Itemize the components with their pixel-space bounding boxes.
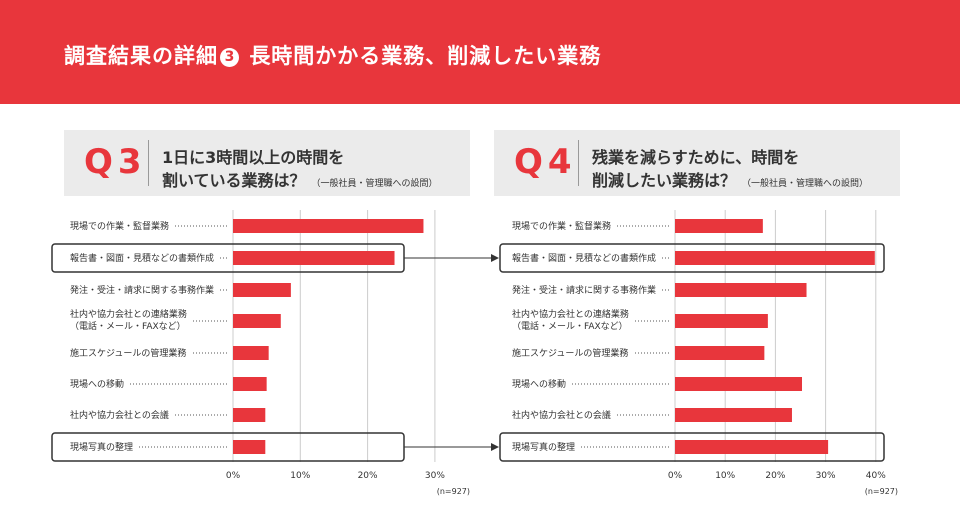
- header-banner: 調査結果の詳細 3 長時間かかる業務、削減したい業務: [0, 0, 960, 104]
- category-label: 発注・受注・請求に関する事務作業: [512, 284, 656, 296]
- category-label: 現場への移動: [70, 378, 124, 390]
- category-label: 社内や協力会社との連絡業務: [70, 308, 187, 320]
- bar: [233, 251, 395, 265]
- question-text: 削減したい業務は？: [592, 171, 737, 190]
- bar: [675, 251, 875, 265]
- question-number: Q3: [84, 142, 147, 182]
- bar: [675, 283, 807, 297]
- category-label: 社内や協力会社との会議: [512, 409, 611, 421]
- category-label: 発注・受注・請求に関する事務作業: [70, 284, 214, 296]
- x-tick-label: 10%: [290, 471, 310, 481]
- question-text-line2: 割いている業務は？ （一般社員・管理職への設問）: [162, 167, 438, 191]
- bar: [233, 283, 291, 297]
- category-label: 施工スケジュールの管理業務: [70, 347, 186, 359]
- question-text: 割いている業務は？: [162, 171, 306, 190]
- category-label: （電話・メール・FAXなど）: [70, 320, 186, 332]
- question-note: （一般社員・管理職への設問）: [742, 179, 869, 189]
- category-label: （電話・メール・FAXなど）: [512, 320, 628, 332]
- title-suffix: 長時間かかる業務、削減したい業務: [249, 44, 602, 68]
- category-label: 現場での作業・監督業務: [512, 220, 611, 232]
- category-label: 現場写真の整理: [70, 441, 133, 453]
- x-tick-label: 30%: [425, 471, 445, 481]
- x-tick-label: 0%: [668, 471, 683, 481]
- x-tick-label: 10%: [715, 471, 735, 481]
- category-label: 報告書・図面・見積などの書類作成: [70, 252, 214, 264]
- bar: [675, 408, 792, 422]
- category-label: 社内や協力会社との会議: [70, 409, 169, 421]
- x-tick-label: 30%: [816, 471, 836, 481]
- divider: [578, 140, 579, 186]
- bar: [675, 440, 829, 454]
- question-panel-q3: Q3 1日に3時間以上の時間を 割いている業務は？ （一般社員・管理職への設問）: [64, 130, 470, 196]
- bar: [233, 219, 424, 233]
- question-panel-q4: Q4 残業を減らすために、時間を 削減したい業務は？ （一般社員・管理職への設問）: [494, 130, 900, 196]
- bar: [675, 346, 765, 360]
- category-label: 現場への移動: [512, 378, 566, 390]
- category-label: 社内や協力会社との連絡業務: [512, 308, 629, 320]
- x-tick-label: 40%: [866, 471, 886, 481]
- question-number: Q4: [514, 142, 577, 182]
- highlight-box: [499, 432, 885, 462]
- category-label: 施工スケジュールの管理業務: [512, 347, 628, 359]
- bar: [233, 440, 266, 454]
- bar: [233, 314, 281, 328]
- bar: [675, 314, 768, 328]
- sample-size-note: (n=927): [437, 487, 470, 496]
- category-label: 現場写真の整理: [512, 441, 575, 453]
- bar: [233, 377, 267, 391]
- x-tick-label: 0%: [226, 471, 241, 481]
- title-prefix: 調査結果の詳細: [64, 44, 218, 68]
- question-note: （一般社員・管理職への設問）: [311, 179, 438, 189]
- x-tick-label: 20%: [358, 471, 378, 481]
- question-text-line1: 残業を減らすために、時間を: [592, 148, 800, 167]
- category-label: 現場での作業・監督業務: [70, 220, 169, 232]
- bar: [675, 377, 803, 391]
- bar: [233, 346, 269, 360]
- sample-size-note: (n=927): [865, 487, 898, 496]
- category-label: 報告書・図面・見積などの書類作成: [512, 252, 656, 264]
- bar: [233, 408, 266, 422]
- question-text-line2: 削減したい業務は？ （一般社員・管理職への設問）: [592, 167, 868, 191]
- page-title: 調査結果の詳細 3 長時間かかる業務、削減したい業務: [64, 40, 601, 70]
- number-badge: 3: [220, 48, 239, 67]
- question-text-line1: 1日に3時間以上の時間を: [162, 148, 345, 167]
- divider: [148, 140, 149, 186]
- bar: [675, 219, 763, 233]
- x-tick-label: 20%: [765, 471, 785, 481]
- highlight-box: [499, 243, 885, 273]
